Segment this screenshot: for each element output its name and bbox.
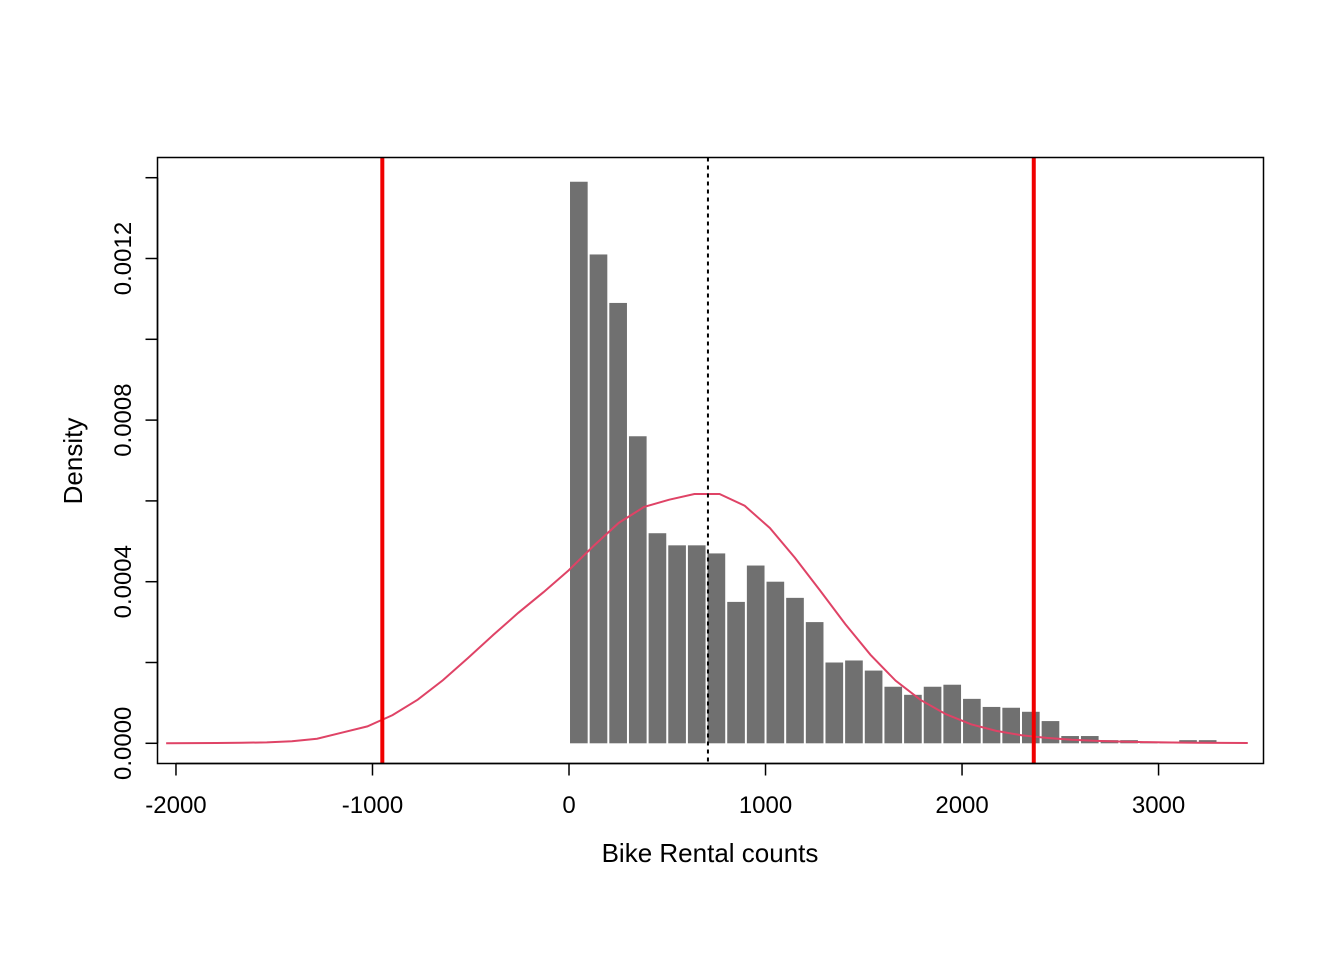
x-axis-title: Bike Rental counts xyxy=(602,838,819,868)
histogram-bar xyxy=(923,686,942,744)
histogram-bar xyxy=(668,545,686,744)
x-tick-label: 2000 xyxy=(935,792,988,819)
histogram-bar xyxy=(904,694,922,744)
histogram-bar xyxy=(687,545,706,744)
histogram-bar xyxy=(1198,740,1217,744)
y-axis: 0.0000 0.0004 0.0008 0.0012 xyxy=(110,176,159,780)
histogram-bar xyxy=(570,181,588,744)
histogram-bar xyxy=(727,601,745,744)
y-tick-label: 0.0000 xyxy=(110,707,137,780)
histogram-bar xyxy=(982,706,1001,744)
histogram-bar xyxy=(648,533,667,744)
histogram-bars xyxy=(570,181,1217,744)
histogram-bar xyxy=(707,553,726,744)
histogram-bar xyxy=(786,597,804,744)
histogram-bar xyxy=(825,662,844,744)
y-axis-title: Density xyxy=(58,418,88,505)
x-tick-label: 0 xyxy=(562,792,575,819)
histogram-bar xyxy=(864,670,883,744)
histogram-bar xyxy=(766,581,785,744)
histogram-bar xyxy=(845,660,863,744)
histogram-bar xyxy=(1022,711,1040,744)
histogram-bar xyxy=(884,686,903,744)
histogram-bar xyxy=(628,436,647,744)
histogram-bar xyxy=(746,565,765,744)
x-tick-label: 3000 xyxy=(1132,792,1185,819)
histogram-bar xyxy=(943,684,962,744)
y-tick-label: 0.0008 xyxy=(110,383,137,456)
reference-lines xyxy=(380,157,1036,764)
y-tick-label: 0.0004 xyxy=(110,545,137,618)
histogram-bar xyxy=(1041,721,1060,744)
histogram-bar xyxy=(1002,707,1020,744)
x-tick-label: 1000 xyxy=(739,792,792,819)
x-tick-label: -1000 xyxy=(342,792,403,819)
histogram-bar xyxy=(589,254,608,744)
y-tick-label: 0.0012 xyxy=(110,222,137,295)
histogram-bar xyxy=(963,698,981,744)
histogram-bar xyxy=(805,622,824,744)
x-axis: -2000 -1000 0 1000 2000 3000 xyxy=(145,762,1185,819)
x-tick-label: -2000 xyxy=(145,792,206,819)
